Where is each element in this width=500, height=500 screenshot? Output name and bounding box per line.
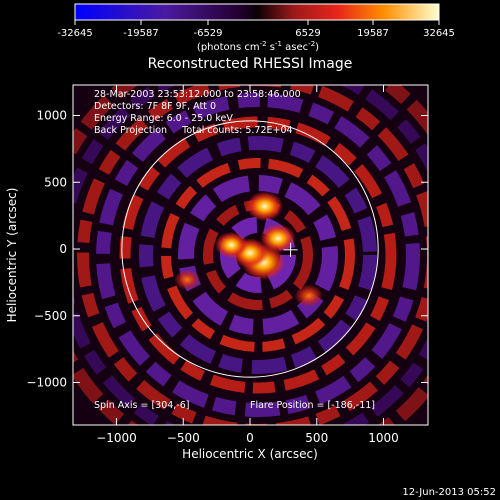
y-tick-label: −500 bbox=[34, 309, 67, 323]
info-energy-range: Energy Range: 6.0 - 25.0 keV bbox=[94, 113, 233, 124]
info-detectors: Detectors: 7F 8F 9F, Att 0 bbox=[94, 101, 216, 112]
hot-spot bbox=[214, 231, 248, 259]
colorbar-ticks: -32645 -19587 -6529 6529 19587 32645 bbox=[57, 20, 455, 39]
colorbar-tick-label: 32645 bbox=[423, 28, 455, 39]
solar-limb-circle bbox=[121, 120, 379, 378]
colorbar-tick-label: -19587 bbox=[123, 28, 158, 39]
hot-spot bbox=[246, 191, 284, 222]
plot-title: Reconstructed RHESSI Image bbox=[148, 56, 353, 72]
fringe-ring bbox=[139, 136, 377, 374]
info-method-counts: Back Projection Total counts: 5.72E+04 bbox=[94, 125, 293, 136]
fringe-ring bbox=[96, 93, 420, 417]
x-tick-label: −1000 bbox=[96, 431, 137, 445]
timestamp: 12-Jun-2013 05:52 bbox=[402, 487, 496, 498]
hot-spots bbox=[174, 191, 324, 308]
hot-spot bbox=[174, 269, 201, 291]
colorbar-units: (photons cm-2 s-1 asec-2) bbox=[197, 40, 319, 53]
hot-spot bbox=[260, 224, 296, 253]
fringe-ring bbox=[161, 158, 355, 352]
spin-axis-label: Spin Axis = [304,-6] bbox=[94, 400, 190, 411]
x-tick-label: −500 bbox=[167, 431, 200, 445]
x-tick-label: 500 bbox=[305, 431, 328, 445]
x-axis: −1000 −500 0 500 1000 bbox=[96, 85, 399, 445]
x-tick-label: 0 bbox=[246, 431, 254, 445]
colorbar-tick-label: 19587 bbox=[357, 28, 389, 39]
x-axis-label: Heliocentric X (arcsec) bbox=[182, 447, 318, 461]
y-tick-label: 1000 bbox=[36, 109, 67, 123]
spin-axis-marker bbox=[283, 242, 298, 257]
x-tick-label: 1000 bbox=[368, 431, 399, 445]
reconstructed-image bbox=[73, 85, 428, 425]
colorbar bbox=[74, 3, 440, 21]
colorbar-tick-label: 6529 bbox=[295, 28, 320, 39]
info-time-range: 28-Mar-2003 23:53:12.000 to 23:58:46.000 bbox=[94, 89, 301, 100]
y-axis: 1000 500 0 −500 −1000 bbox=[26, 109, 428, 390]
colorbar-tick-label: -32645 bbox=[57, 28, 92, 39]
fringe-ring bbox=[77, 85, 428, 425]
y-tick-label: −1000 bbox=[26, 376, 67, 390]
hot-spot bbox=[294, 284, 324, 308]
flare-position-label: Flare Position = [-186,-11] bbox=[250, 400, 375, 411]
y-tick-label: 500 bbox=[44, 175, 67, 189]
y-tick-label: 0 bbox=[59, 242, 67, 256]
fringe-ring bbox=[178, 175, 338, 335]
info-block: 28-Mar-2003 23:53:12.000 to 23:58:46.000… bbox=[94, 89, 301, 136]
fringe-ring bbox=[119, 116, 397, 394]
fringe-rings bbox=[73, 85, 428, 425]
y-axis-label: Heliocentric Y (arcsec) bbox=[5, 188, 19, 323]
colorbar-tick-label: -6529 bbox=[193, 28, 222, 39]
